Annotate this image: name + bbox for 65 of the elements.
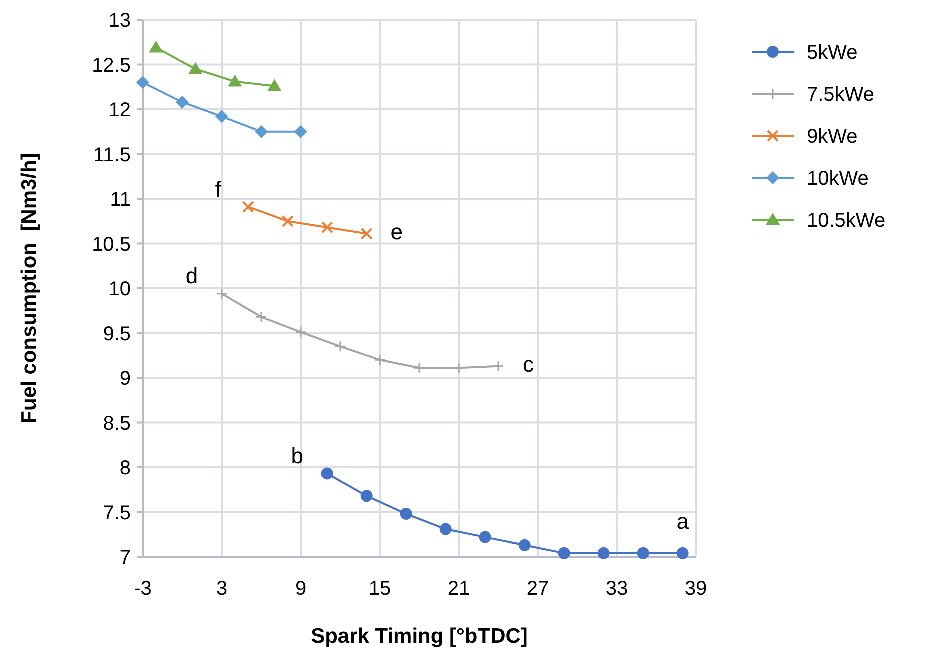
point xyxy=(598,547,610,560)
point xyxy=(360,228,373,240)
x-tick-label: 33 xyxy=(606,578,628,600)
y-tick-label: 12.5 xyxy=(92,54,131,77)
point xyxy=(256,311,268,323)
y-tick-label: 10.5 xyxy=(92,234,131,256)
x-tick-label: 27 xyxy=(526,578,550,600)
legend-label: 10kWe xyxy=(807,168,869,190)
point xyxy=(374,354,386,366)
point xyxy=(400,508,412,520)
point xyxy=(360,490,373,502)
point xyxy=(216,288,228,300)
annotation: b xyxy=(291,443,304,468)
legend-label: 7.5kWe xyxy=(807,84,874,106)
point xyxy=(321,468,334,480)
y-tick-label: 11.5 xyxy=(94,144,131,166)
x-tick-label: 15 xyxy=(368,578,392,600)
point xyxy=(479,531,492,544)
x-tick-label: 9 xyxy=(295,578,307,600)
point xyxy=(295,326,307,338)
x-tick-label: 39 xyxy=(684,578,708,600)
y-tick-label: 7.5 xyxy=(103,502,131,524)
annotation: c xyxy=(523,352,534,378)
y-tick-label: 12 xyxy=(108,100,131,122)
y-tick-label: 9.5 xyxy=(103,323,131,346)
annotation: d xyxy=(186,264,198,289)
y-tick-label: 11 xyxy=(110,189,131,211)
y-axis-title: Fuel consumption [Nm3/h] xyxy=(18,153,41,424)
point xyxy=(440,523,452,536)
x-axis-title: Spark Timing [°bTDC] xyxy=(311,625,528,648)
point xyxy=(188,62,203,74)
point xyxy=(149,40,164,53)
point xyxy=(453,362,465,374)
point xyxy=(136,76,150,90)
point xyxy=(242,201,254,214)
point xyxy=(176,96,189,109)
point xyxy=(518,539,531,552)
y-tick-label: 7 xyxy=(120,547,131,569)
point xyxy=(294,125,308,138)
y-tick-label: 10 xyxy=(108,278,131,300)
y-tick-label: 13 xyxy=(108,10,131,32)
annotation: e xyxy=(390,220,403,245)
point xyxy=(228,74,242,87)
y-tick-label: 8.5 xyxy=(103,412,131,435)
point xyxy=(334,340,346,352)
legend-label: 5kWe xyxy=(807,42,858,64)
point xyxy=(492,360,504,372)
point xyxy=(255,125,268,138)
point xyxy=(676,547,689,560)
y-tick-label: 9 xyxy=(120,368,131,390)
x-tick-label: -3 xyxy=(134,578,152,600)
point xyxy=(637,547,650,560)
point xyxy=(268,79,282,92)
point xyxy=(414,362,426,374)
y-tick-label: 8 xyxy=(120,458,131,480)
legend-label: 9kWe xyxy=(807,126,858,148)
point xyxy=(282,215,294,228)
annotation: a xyxy=(676,509,690,534)
point xyxy=(216,110,228,124)
annotation: f xyxy=(215,176,222,202)
point xyxy=(321,222,334,234)
point xyxy=(558,547,570,560)
legend-label: 10.5kWe xyxy=(807,210,886,232)
x-tick-label: 3 xyxy=(216,578,228,600)
x-tick-label: 21 xyxy=(448,578,470,600)
